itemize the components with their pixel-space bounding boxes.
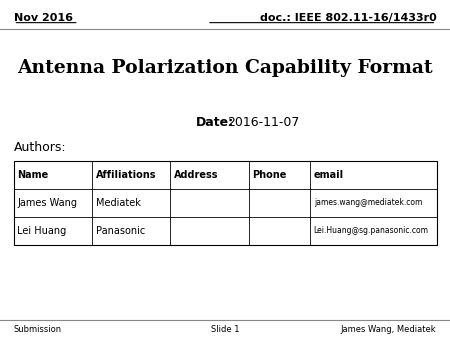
Text: Date:: Date: xyxy=(196,116,234,129)
Text: Lei.Huang@sg.panasonic.com: Lei.Huang@sg.panasonic.com xyxy=(314,226,429,236)
Text: Nov 2016: Nov 2016 xyxy=(14,13,72,23)
Text: Address: Address xyxy=(174,170,219,179)
Text: james.wang@mediatek.com: james.wang@mediatek.com xyxy=(314,198,422,207)
Text: Phone: Phone xyxy=(252,170,287,179)
Text: 2016-11-07: 2016-11-07 xyxy=(227,116,300,129)
Text: email: email xyxy=(314,170,344,179)
Text: Panasonic: Panasonic xyxy=(95,226,145,236)
Text: Antenna Polarization Capability Format: Antenna Polarization Capability Format xyxy=(17,58,433,77)
Text: doc.: IEEE 802.11-16/1433r0: doc.: IEEE 802.11-16/1433r0 xyxy=(260,13,436,23)
Text: James Wang: James Wang xyxy=(17,198,77,208)
Text: Slide 1: Slide 1 xyxy=(211,325,239,334)
Text: Submission: Submission xyxy=(14,325,62,334)
Bar xyxy=(14,161,436,245)
Text: Authors:: Authors: xyxy=(14,141,66,153)
Text: Name: Name xyxy=(17,170,48,179)
Text: James Wang, Mediatek: James Wang, Mediatek xyxy=(341,325,436,334)
Text: Affiliations: Affiliations xyxy=(95,170,156,179)
Text: Mediatek: Mediatek xyxy=(95,198,140,208)
Text: Lei Huang: Lei Huang xyxy=(17,226,66,236)
